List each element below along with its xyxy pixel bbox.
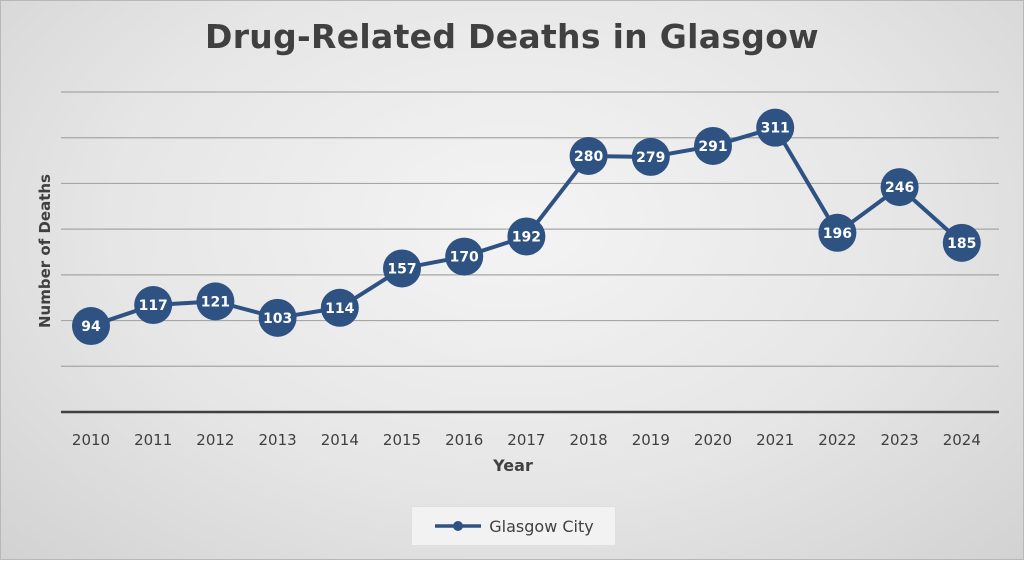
data-point xyxy=(383,249,421,288)
x-tick-label: 2014 xyxy=(321,431,359,449)
x-tick-label: 2021 xyxy=(756,431,794,449)
x-tick-label: 2023 xyxy=(881,431,919,449)
data-label: 192 xyxy=(512,229,541,245)
data-label: 103 xyxy=(263,311,292,327)
data-point xyxy=(507,217,546,256)
legend-line-marker-icon xyxy=(435,521,482,531)
x-tick-label: 2019 xyxy=(632,431,670,449)
data-label: 121 xyxy=(201,294,230,310)
x-tick-label: 2013 xyxy=(259,431,297,449)
data-label: 279 xyxy=(636,150,665,166)
data-point xyxy=(631,137,670,176)
data-point xyxy=(445,237,484,276)
x-tick-label: 2010 xyxy=(72,431,110,449)
data-label: 196 xyxy=(823,226,852,242)
data-label: 185 xyxy=(947,236,976,252)
x-tick-label: 2015 xyxy=(383,431,421,449)
data-point xyxy=(72,307,110,346)
x-tick-label: 2012 xyxy=(196,431,234,449)
legend: Glasgow City xyxy=(411,506,616,546)
x-axis-label: Year xyxy=(493,456,533,475)
data-label: 157 xyxy=(387,261,416,277)
data-point xyxy=(880,168,919,207)
data-label: 291 xyxy=(698,139,727,155)
x-tick-label: 2011 xyxy=(134,431,172,449)
data-label: 114 xyxy=(325,301,354,317)
data-label: 280 xyxy=(574,149,603,165)
x-tick-label: 2018 xyxy=(570,431,608,449)
x-tick-label: 2020 xyxy=(694,431,732,449)
data-label: 117 xyxy=(139,298,168,314)
data-point xyxy=(196,282,235,321)
data-point xyxy=(694,126,732,165)
chart-title: Drug-Related Deaths in Glasgow xyxy=(205,17,819,56)
x-tick-label: 2017 xyxy=(507,431,545,449)
data-point xyxy=(942,223,981,262)
data-label: 94 xyxy=(81,319,101,335)
data-point xyxy=(258,298,297,337)
x-tick-label: 2016 xyxy=(445,431,483,449)
data-point xyxy=(569,137,608,175)
data-point xyxy=(756,108,795,147)
legend-label: Glasgow City xyxy=(489,516,594,536)
data-point xyxy=(320,288,359,327)
data-label: 246 xyxy=(885,180,914,196)
data-point xyxy=(818,213,857,252)
x-tick-label: 2024 xyxy=(943,431,981,449)
data-point xyxy=(134,286,173,325)
x-tick-label: 2022 xyxy=(818,431,856,449)
data-label: 170 xyxy=(450,250,479,266)
data-label: 311 xyxy=(761,121,790,137)
